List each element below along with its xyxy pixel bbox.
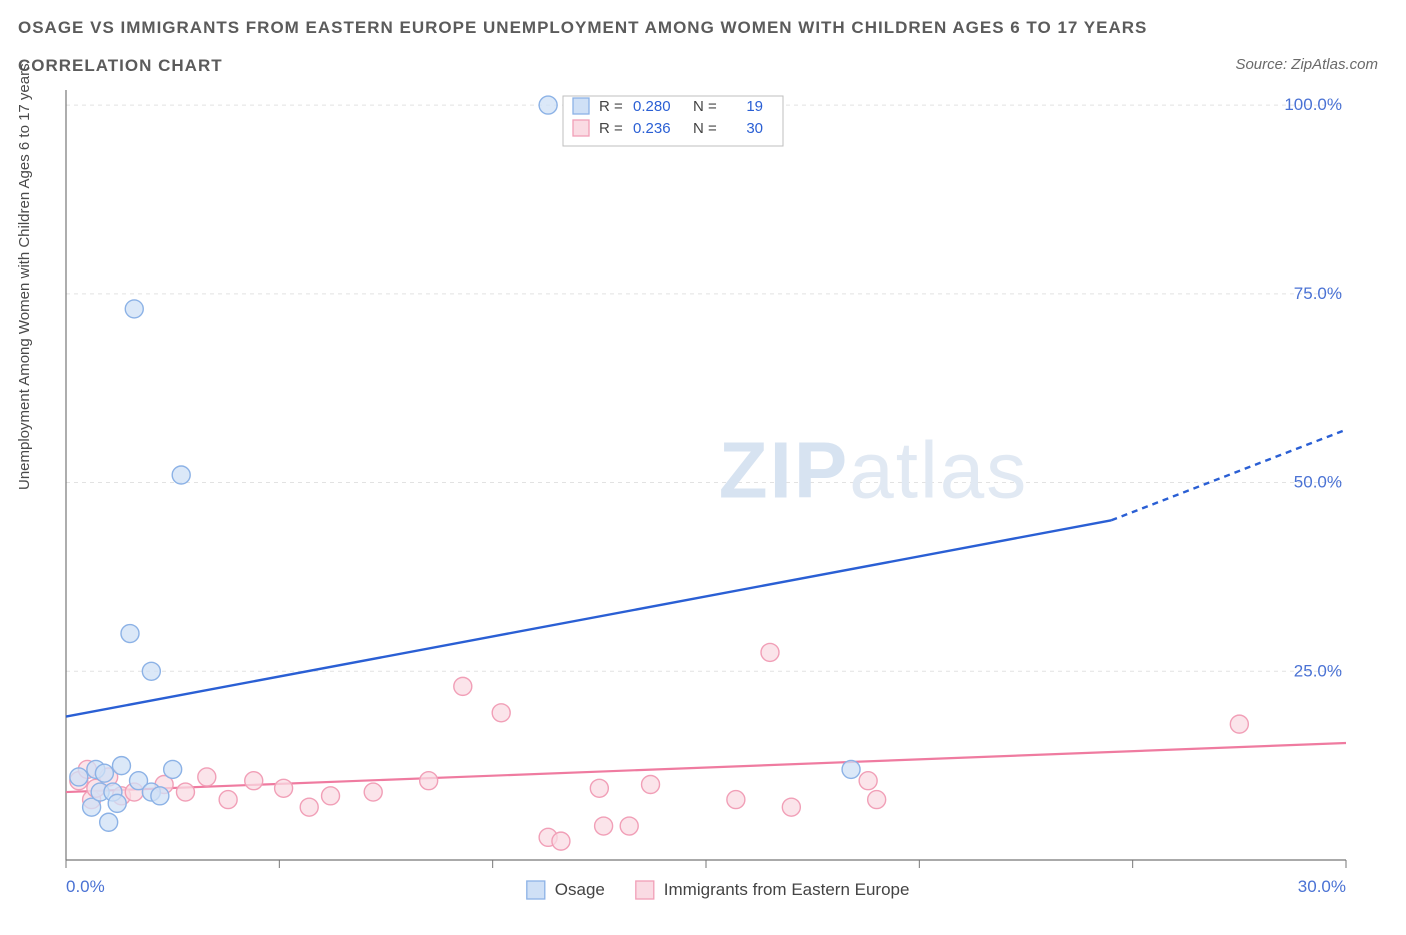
chart-title-line1: OSAGE VS IMMIGRANTS FROM EASTERN EUROPE … xyxy=(18,18,1147,38)
chart-title-line2: CORRELATION CHART xyxy=(18,56,223,76)
svg-text:100.0%: 100.0% xyxy=(1284,95,1342,114)
svg-text:25.0%: 25.0% xyxy=(1294,661,1342,680)
source-attribution: Source: ZipAtlas.com xyxy=(1235,56,1378,73)
svg-text:75.0%: 75.0% xyxy=(1294,284,1342,303)
svg-text:Immigrants from Eastern Europe: Immigrants from Eastern Europe xyxy=(664,880,910,899)
scatter-chart: ZIPatlas 0.0% 30.0% 25.0% 50.0% 75.0% 100.0% R … xyxy=(18,90,1388,930)
chart-container: Unemployment Among Women with Children A… xyxy=(18,90,1388,930)
svg-text:19: 19 xyxy=(746,98,763,115)
svg-text:30.0%: 30.0% xyxy=(1298,877,1346,896)
svg-text:50.0%: 50.0% xyxy=(1294,473,1342,492)
svg-text:R =: R = xyxy=(599,120,623,137)
y-axis-label: Unemployment Among Women with Children A… xyxy=(16,63,33,490)
svg-text:R =: R = xyxy=(599,98,623,115)
svg-text:ZIPatlas: ZIPatlas xyxy=(719,426,1028,515)
svg-text:0.236: 0.236 xyxy=(633,120,671,137)
svg-text:N =: N = xyxy=(693,120,717,137)
svg-text:Osage: Osage xyxy=(555,880,605,899)
svg-text:0.0%: 0.0% xyxy=(66,877,105,896)
svg-text:0.280: 0.280 xyxy=(633,98,671,115)
svg-text:30: 30 xyxy=(746,120,763,137)
svg-text:N =: N = xyxy=(693,98,717,115)
